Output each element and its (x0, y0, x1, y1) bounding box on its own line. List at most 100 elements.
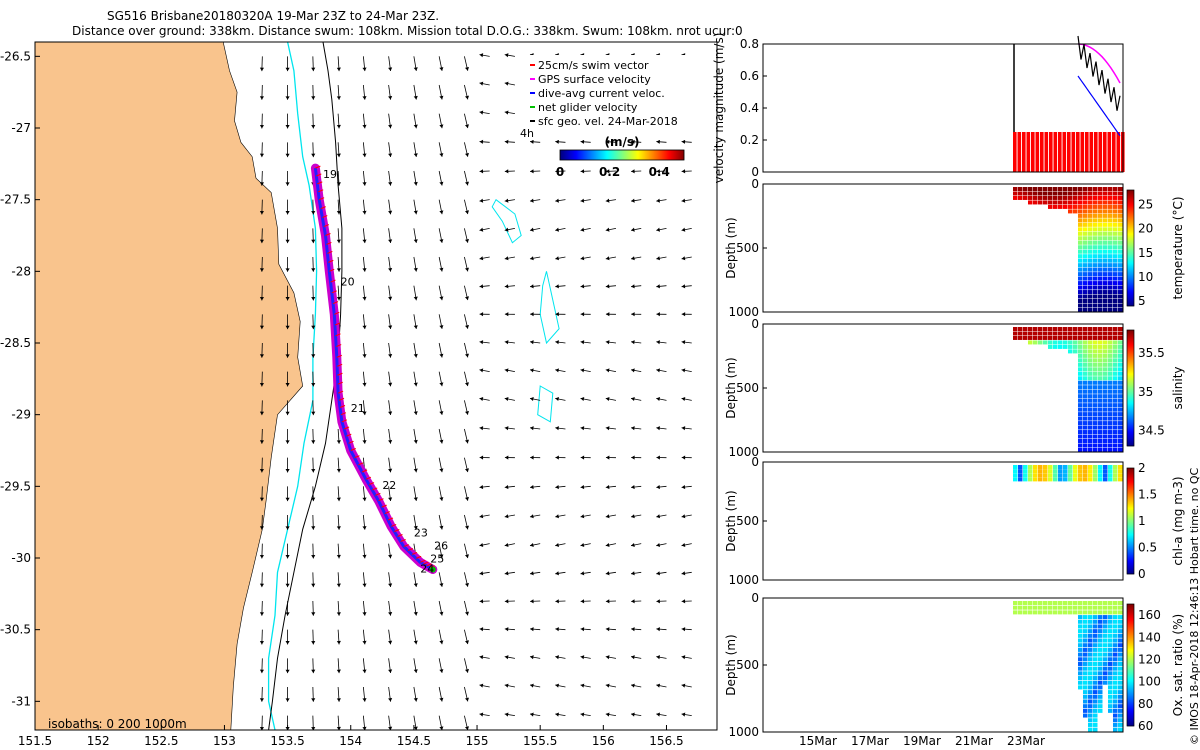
temperature-data-cell (1048, 187, 1053, 191)
arrow-head (259, 612, 265, 616)
colorbar-segment (1127, 561, 1134, 563)
arrow-head (259, 296, 265, 301)
temperature-data-cell (1048, 195, 1053, 200)
oxygen-data-cell (1118, 652, 1123, 657)
arrow-head (464, 611, 469, 616)
salinity-data-cell (1118, 371, 1123, 376)
arrow-head (580, 139, 585, 144)
colorbar-segment (613, 150, 615, 160)
salinity-data-cell (1053, 340, 1058, 345)
temperature-data-cell (1098, 303, 1103, 308)
chla-data-cell (1033, 473, 1038, 478)
arrow-head (681, 284, 686, 289)
colorbar-segment (652, 150, 654, 160)
colorbar-segment (1127, 605, 1134, 607)
salinity-data-cell (1088, 394, 1093, 399)
salinity-data-cell (1093, 447, 1098, 452)
temperature-data-cell (1093, 187, 1098, 191)
arrow-head (259, 382, 265, 387)
colorbar-segment (1127, 203, 1134, 205)
arrow-head (504, 169, 509, 174)
chla-data-cell (1108, 473, 1113, 478)
arrow-head (464, 181, 469, 186)
swim-vector (335, 333, 341, 337)
colorbar-segment (583, 150, 585, 160)
colorbar-segment (676, 150, 678, 160)
salinity-data-cell (1088, 340, 1093, 345)
salinity-data-cell (1118, 407, 1123, 412)
colorbar-segment (1127, 201, 1134, 203)
salinity-data-cell (1078, 412, 1083, 417)
temperature-data-cell (1113, 307, 1118, 312)
colorbar-segment (1127, 229, 1134, 231)
oxygen-data-cell (1113, 657, 1118, 662)
arrow-head (362, 268, 367, 272)
colorbar-segment (1127, 634, 1134, 636)
colorbar-segment (582, 150, 584, 160)
arrow-head (681, 484, 686, 490)
temperature-data-cell (1103, 258, 1108, 263)
arrow-head (504, 312, 509, 317)
arrow-head (413, 669, 418, 673)
temperature-data-cell (1038, 191, 1043, 196)
colorbar-segment (651, 150, 653, 160)
temperature-data-cell (1103, 209, 1108, 214)
arrow-head (631, 312, 635, 317)
colorbar-segment (1127, 278, 1134, 280)
swim-vector (361, 469, 368, 473)
oxygen-data-cell (1073, 601, 1078, 605)
temperature-data-cell (1118, 231, 1123, 236)
colorbar-segment (1127, 303, 1134, 305)
arrow-head (504, 227, 509, 232)
swim-speed-bar (1062, 132, 1067, 172)
oxygen-data-cell (1093, 690, 1098, 695)
colorbar-segment (1127, 684, 1134, 686)
swim-vector (350, 448, 356, 451)
temperature-data-cell (1118, 254, 1123, 259)
arrow-head (656, 599, 660, 604)
colorbar-segment (1127, 227, 1134, 229)
colorbar-segment (1127, 649, 1134, 651)
salinity-data-cell (1118, 416, 1123, 421)
swim-vector (336, 354, 343, 358)
oxygen-data-cell (1083, 694, 1088, 699)
temperature-data-cell (1093, 200, 1098, 205)
colorbar-segment (1127, 269, 1134, 271)
temperature-data-cell (1108, 245, 1113, 250)
oxygen-data-cell (1078, 652, 1083, 657)
arrow-head (439, 497, 444, 501)
colorbar-segment (646, 150, 648, 160)
oxygen-data-cell (1088, 605, 1093, 610)
oxygen-data-cell (1013, 601, 1018, 605)
chla-data-cell (1078, 469, 1083, 474)
colorbar-segment (588, 150, 590, 160)
colorbar-segment (1127, 398, 1134, 400)
temperature-data-cell (1098, 187, 1103, 191)
colorbar-segment (1127, 421, 1134, 423)
chla-data-cell (1078, 477, 1083, 482)
colorbar-segment (1127, 688, 1134, 690)
arrow-head (311, 526, 316, 530)
arrow-head (413, 611, 418, 616)
salinity-data-cell (1113, 349, 1118, 354)
legend-entry: sfc geo. vel. 24-Mar-2018 (538, 115, 678, 128)
arrow-head (388, 296, 393, 301)
temperature-data-cell (1093, 236, 1098, 241)
colorbar-segment (1127, 220, 1134, 222)
oxygen-data-cell (1078, 624, 1083, 629)
oxygen-data-cell (1088, 652, 1093, 657)
temperature-data-cell (1088, 272, 1093, 277)
colorbar-segment (1127, 549, 1134, 551)
salinity-data-cell (1013, 335, 1018, 340)
temperature-data-cell (1083, 294, 1088, 299)
arrow-head (259, 554, 265, 559)
colorbar-segment (644, 150, 646, 160)
arrow-head (336, 640, 341, 645)
temperature-data-cell (1098, 227, 1103, 232)
salinity-data-cell (1093, 353, 1098, 358)
salinity-data-cell (1093, 389, 1098, 394)
oxygen-data-cell (1093, 638, 1098, 643)
chla-data-cell (1113, 477, 1118, 482)
temperature-data-cell (1028, 187, 1033, 191)
oxygen-data-cell (1083, 647, 1088, 652)
